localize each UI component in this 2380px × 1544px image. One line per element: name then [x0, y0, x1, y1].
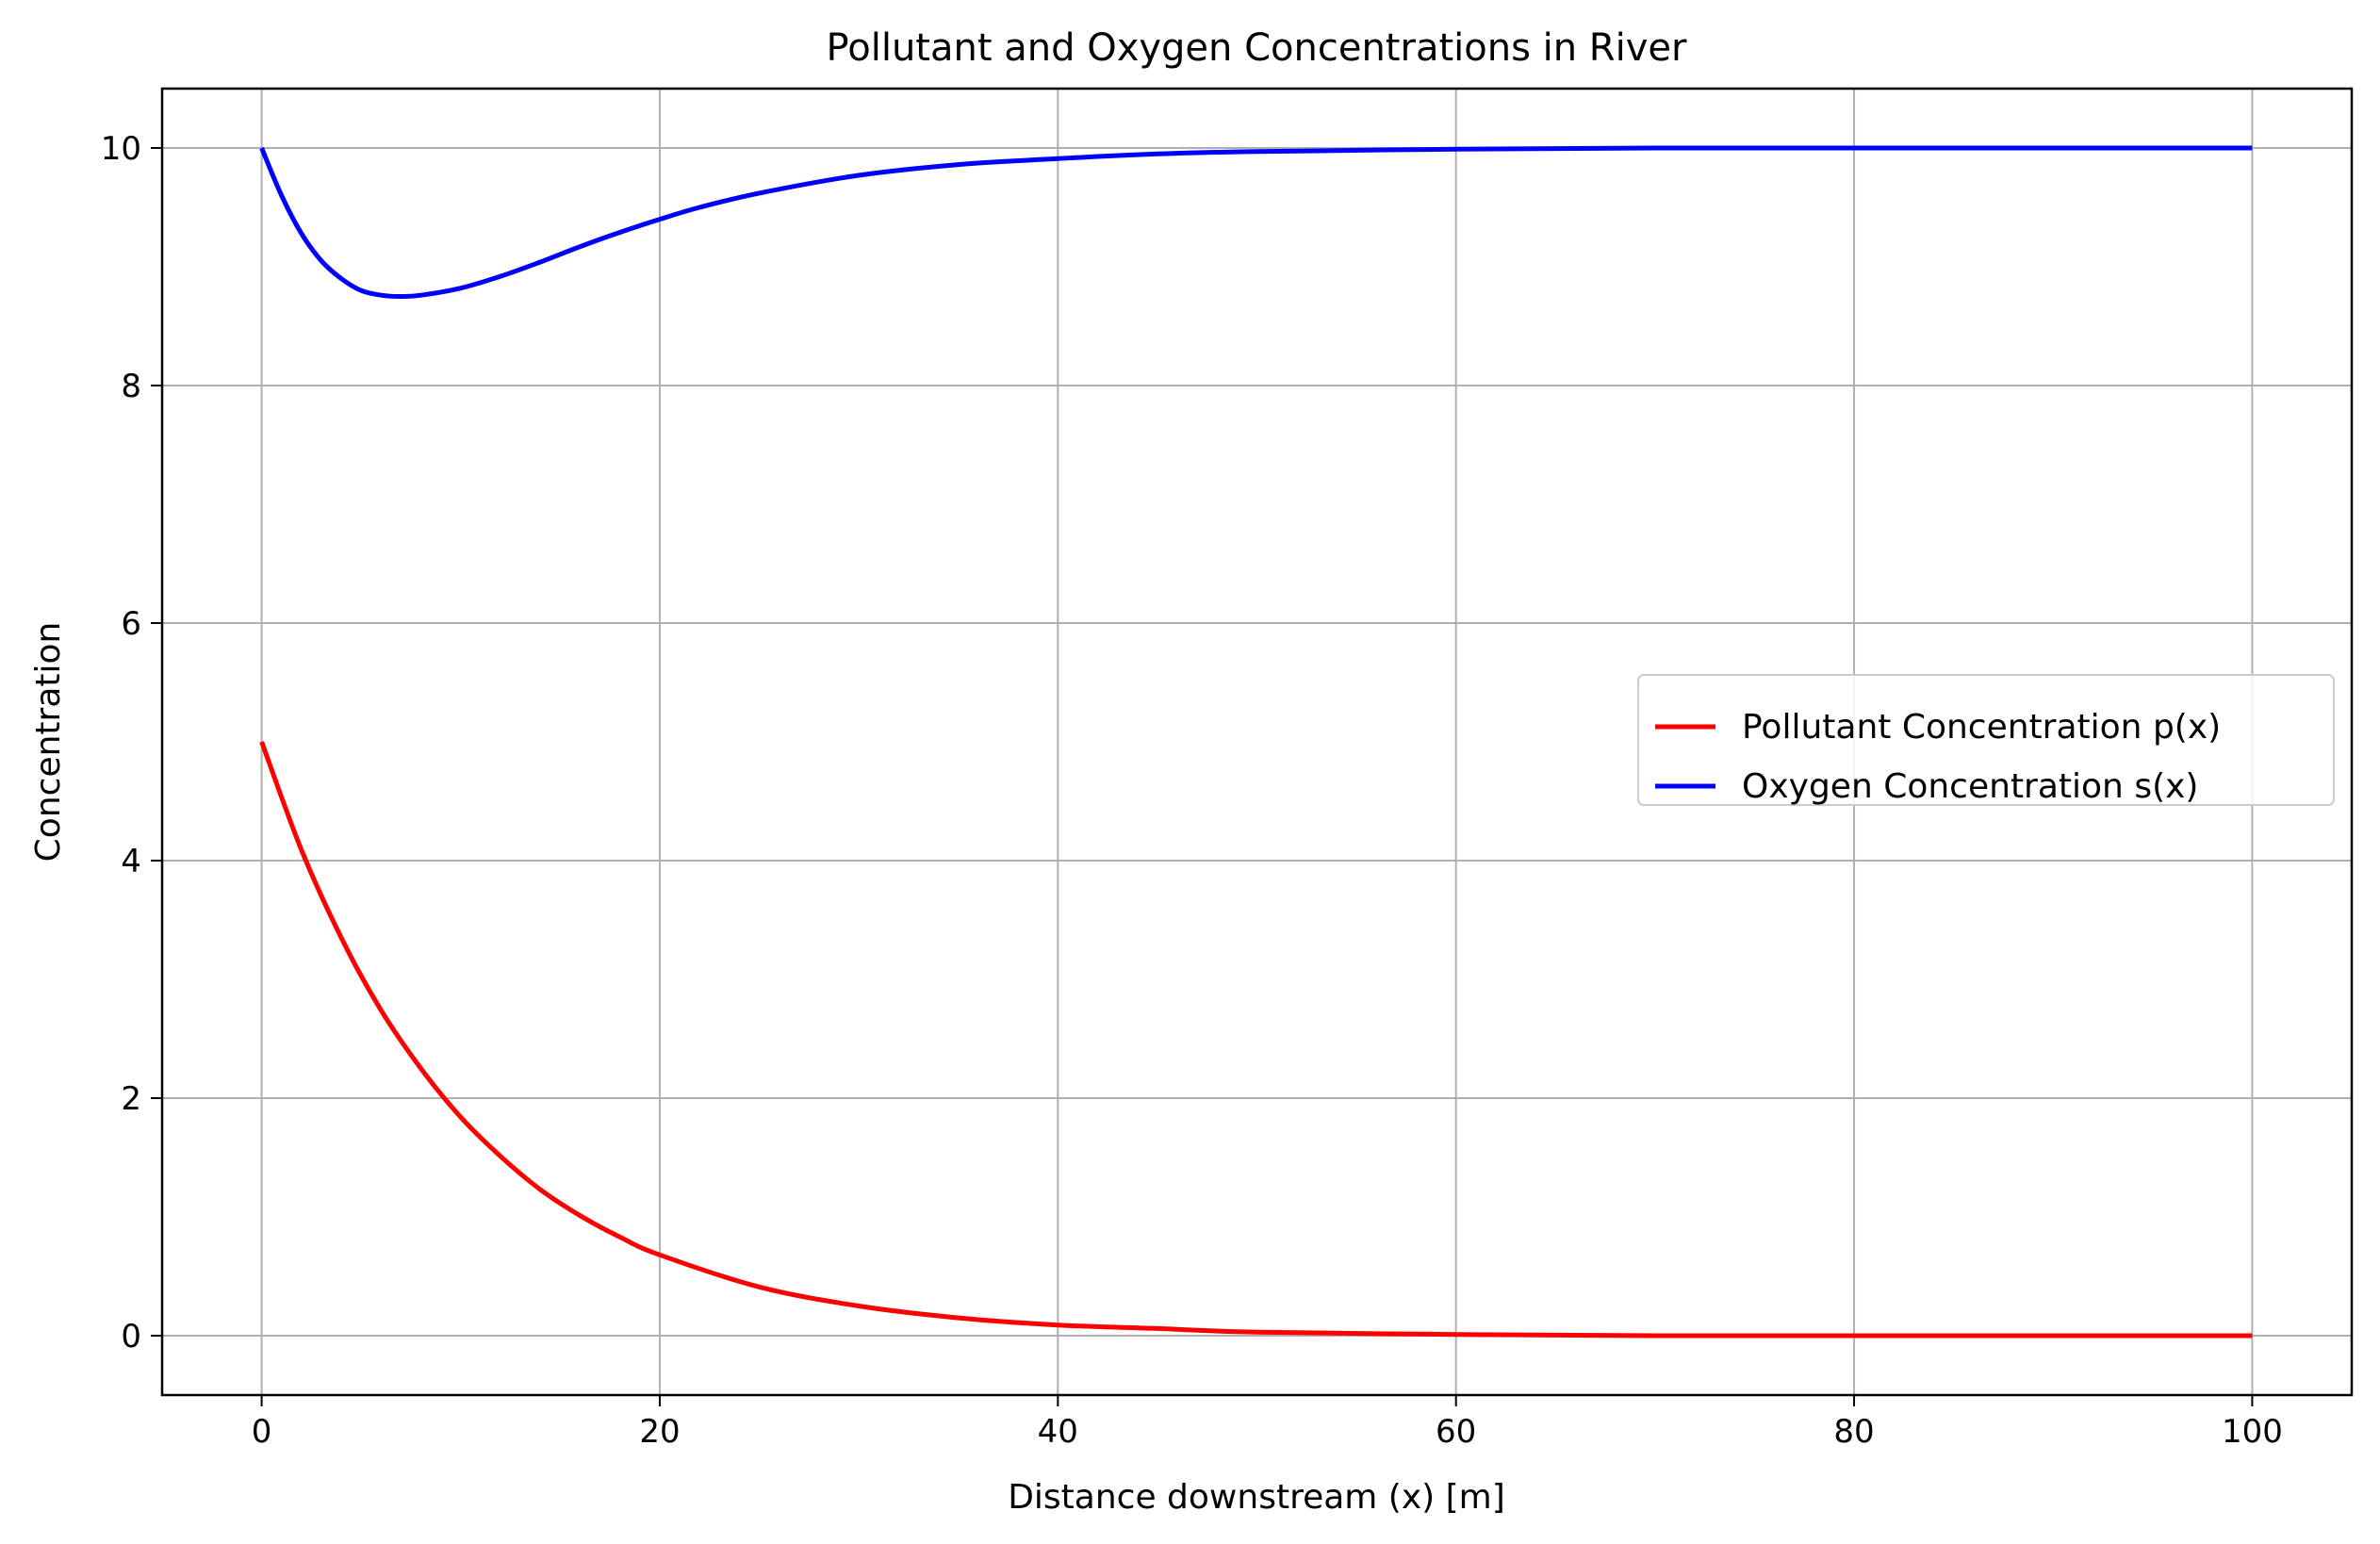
- x-tick-label: 100: [2222, 1413, 2283, 1451]
- y-tick-label: 8: [121, 368, 141, 405]
- x-tick-label: 60: [1436, 1413, 1476, 1451]
- x-tick-label: 80: [1833, 1413, 1874, 1451]
- y-tick-label: 0: [121, 1318, 141, 1355]
- y-tick-label: 6: [121, 605, 141, 643]
- chart-title: Pollutant and Oxygen Concentrations in R…: [827, 26, 1687, 70]
- x-tick-label: 20: [639, 1413, 680, 1451]
- legend-box: [1637, 674, 2335, 806]
- y-tick-label: 2: [121, 1080, 141, 1118]
- y-tick-label: 4: [121, 843, 141, 880]
- plot-frame: [160, 87, 2354, 1397]
- y-axis-label: Concentration: [29, 622, 68, 862]
- y-tick-label: 10: [101, 130, 141, 168]
- ticks: 0 20 40 60 80 100 0 2 4 6 8 10: [101, 130, 2283, 1451]
- series-line-oxygen: [259, 145, 2253, 300]
- series-line-pollutant: [259, 741, 2253, 1339]
- legend-entry-label: Oxygen Concentration s(x): [1742, 767, 2198, 806]
- legend: Pollutant Concentration p(x) Oxygen Conce…: [1637, 674, 2335, 806]
- series-group: [259, 145, 2253, 1339]
- legend-entry-label: Pollutant Concentration p(x): [1742, 708, 2221, 747]
- x-tick-label: 40: [1038, 1413, 1078, 1451]
- x-axis-label: Distance downstream (x) [m]: [1008, 1478, 1505, 1517]
- x-tick-label: 0: [252, 1413, 272, 1451]
